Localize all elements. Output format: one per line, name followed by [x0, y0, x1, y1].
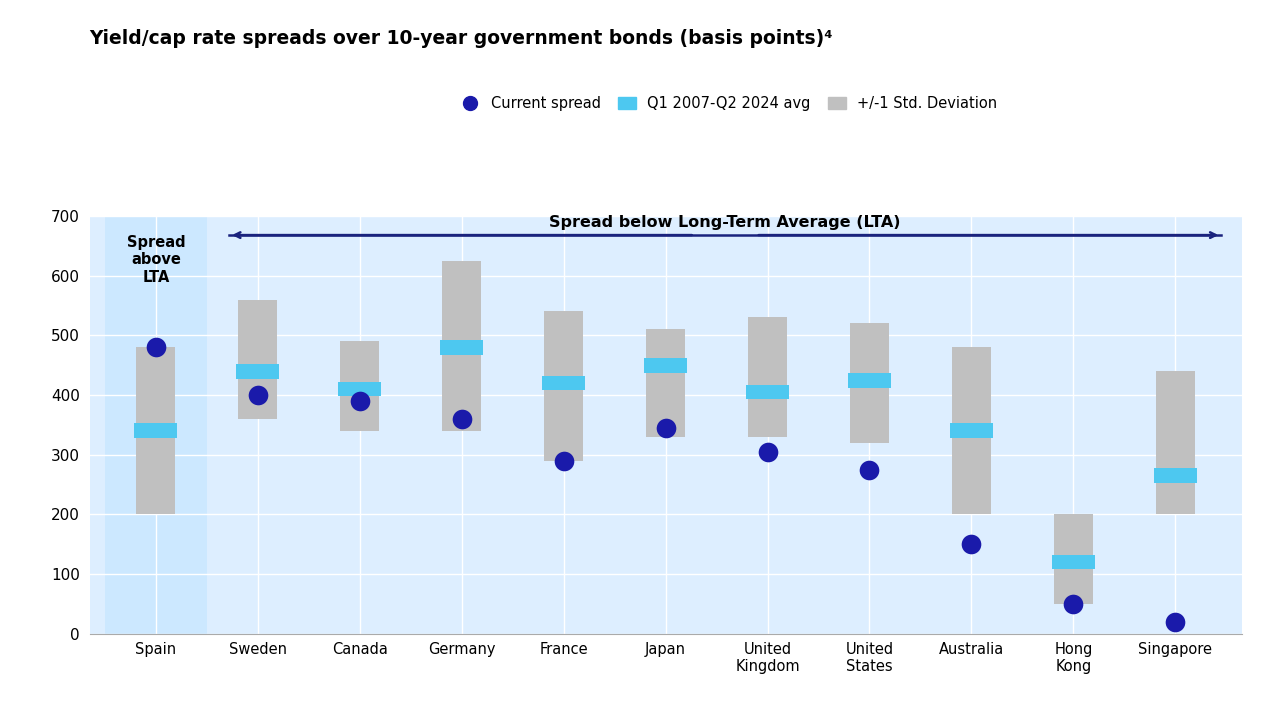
Bar: [849, 373, 891, 387]
Bar: [237, 364, 279, 379]
Bar: [340, 341, 379, 431]
Point: [655, 422, 676, 433]
Text: Spread
above
LTA: Spread above LTA: [127, 235, 186, 285]
Bar: [137, 347, 175, 514]
Legend: Current spread, Q1 2007-Q2 2024 avg, +/-1 Std. Deviation: Current spread, Q1 2007-Q2 2024 avg, +/-…: [456, 90, 1004, 117]
Point: [1165, 616, 1185, 627]
Bar: [440, 340, 483, 355]
Bar: [1052, 554, 1094, 570]
Point: [452, 413, 472, 425]
Point: [859, 464, 879, 475]
Text: Spread below Long-Term Average (LTA): Spread below Long-Term Average (LTA): [549, 215, 901, 230]
Bar: [1156, 371, 1194, 514]
Bar: [338, 382, 381, 397]
Bar: [950, 423, 993, 438]
Point: [961, 539, 982, 550]
Bar: [644, 358, 687, 373]
Bar: [544, 312, 582, 461]
Point: [146, 341, 166, 353]
Bar: [443, 261, 481, 431]
Bar: [746, 384, 788, 400]
Point: [758, 446, 778, 457]
Bar: [238, 300, 278, 419]
Bar: [749, 318, 787, 437]
Text: Yield/cap rate spreads over 10-year government bonds (basis points)⁴: Yield/cap rate spreads over 10-year gove…: [90, 29, 833, 48]
Bar: [1053, 514, 1093, 604]
Bar: [105, 216, 207, 634]
Bar: [850, 323, 888, 443]
Bar: [134, 423, 177, 438]
Point: [247, 390, 268, 401]
Bar: [646, 329, 685, 437]
Bar: [543, 376, 585, 390]
Point: [349, 395, 370, 407]
Bar: [1155, 468, 1197, 483]
Bar: [952, 347, 991, 514]
Point: [1064, 598, 1084, 610]
Point: [553, 455, 573, 467]
